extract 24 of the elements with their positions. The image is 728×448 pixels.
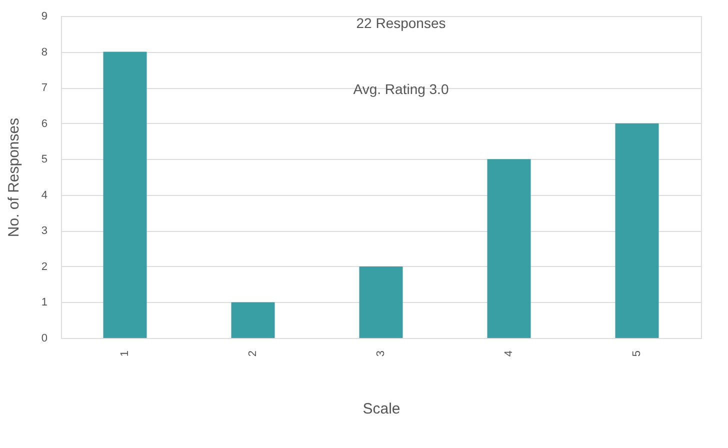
y-tick-label: 2: [41, 260, 48, 273]
y-axis-title: No. of Responses: [5, 118, 22, 238]
y-tick-label: 3: [41, 225, 48, 238]
y-tick-label: 1: [41, 296, 48, 309]
x-tick-label: 1: [119, 350, 131, 357]
bar: [231, 302, 275, 338]
x-axis-title: Scale: [362, 400, 400, 418]
annotation: Avg. Rating 3.0: [353, 81, 449, 97]
bar: [103, 52, 147, 338]
y-tick-label: 5: [41, 154, 48, 166]
y-tick-label: 4: [41, 189, 48, 202]
x-tick-label: 4: [503, 350, 515, 357]
y-tick-label: 8: [41, 46, 48, 58]
x-tick-label: 2: [247, 350, 259, 357]
y-tick-label: 9: [41, 10, 48, 22]
bar: [487, 159, 531, 338]
y-tick-label: 6: [41, 118, 48, 130]
bar: [359, 266, 403, 338]
y-tick-label: 0: [41, 332, 48, 344]
x-tick-label: 3: [375, 350, 387, 357]
annotation: 22 Responses: [356, 15, 446, 31]
bar: [615, 123, 659, 338]
y-tick-label: 7: [41, 82, 48, 94]
x-tick-label: 5: [631, 350, 643, 357]
